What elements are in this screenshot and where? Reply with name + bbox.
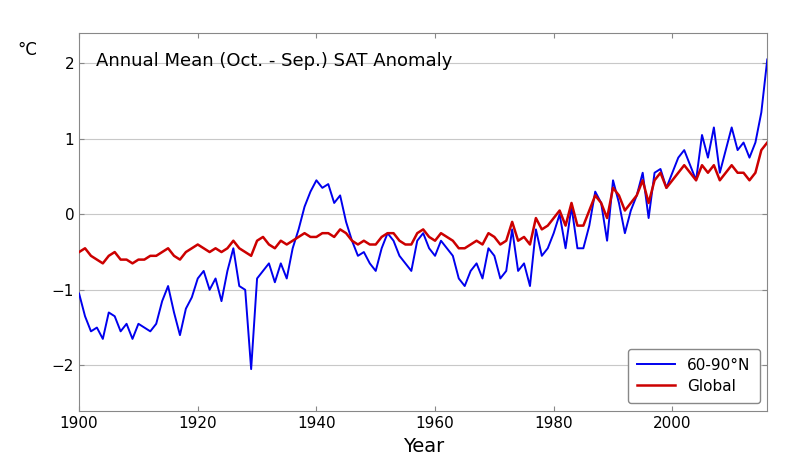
Global bbox=[264, 242, 274, 247]
Line: 60-90°N: 60-90°N bbox=[79, 59, 767, 369]
Global bbox=[222, 245, 232, 251]
Line: Global: Global bbox=[79, 143, 767, 263]
60-90°N bbox=[205, 287, 214, 293]
Global bbox=[240, 249, 250, 255]
60-90°N bbox=[721, 147, 730, 153]
Global bbox=[74, 249, 84, 255]
60-90°N bbox=[264, 261, 274, 266]
60-90°N bbox=[217, 298, 226, 304]
Global bbox=[98, 261, 108, 266]
Global bbox=[763, 140, 772, 145]
60-90°N bbox=[246, 366, 255, 372]
Text: Annual Mean (Oct. - Sep.) SAT Anomaly: Annual Mean (Oct. - Sep.) SAT Anomaly bbox=[97, 52, 452, 70]
Global bbox=[388, 230, 398, 236]
Legend: 60-90°N, Global: 60-90°N, Global bbox=[627, 348, 759, 403]
60-90°N bbox=[74, 291, 84, 296]
Global bbox=[721, 170, 730, 176]
60-90°N bbox=[388, 238, 398, 244]
Global bbox=[210, 245, 220, 251]
Text: °C: °C bbox=[17, 41, 37, 59]
60-90°N bbox=[234, 283, 244, 289]
X-axis label: Year: Year bbox=[403, 438, 444, 456]
60-90°N bbox=[763, 57, 772, 62]
